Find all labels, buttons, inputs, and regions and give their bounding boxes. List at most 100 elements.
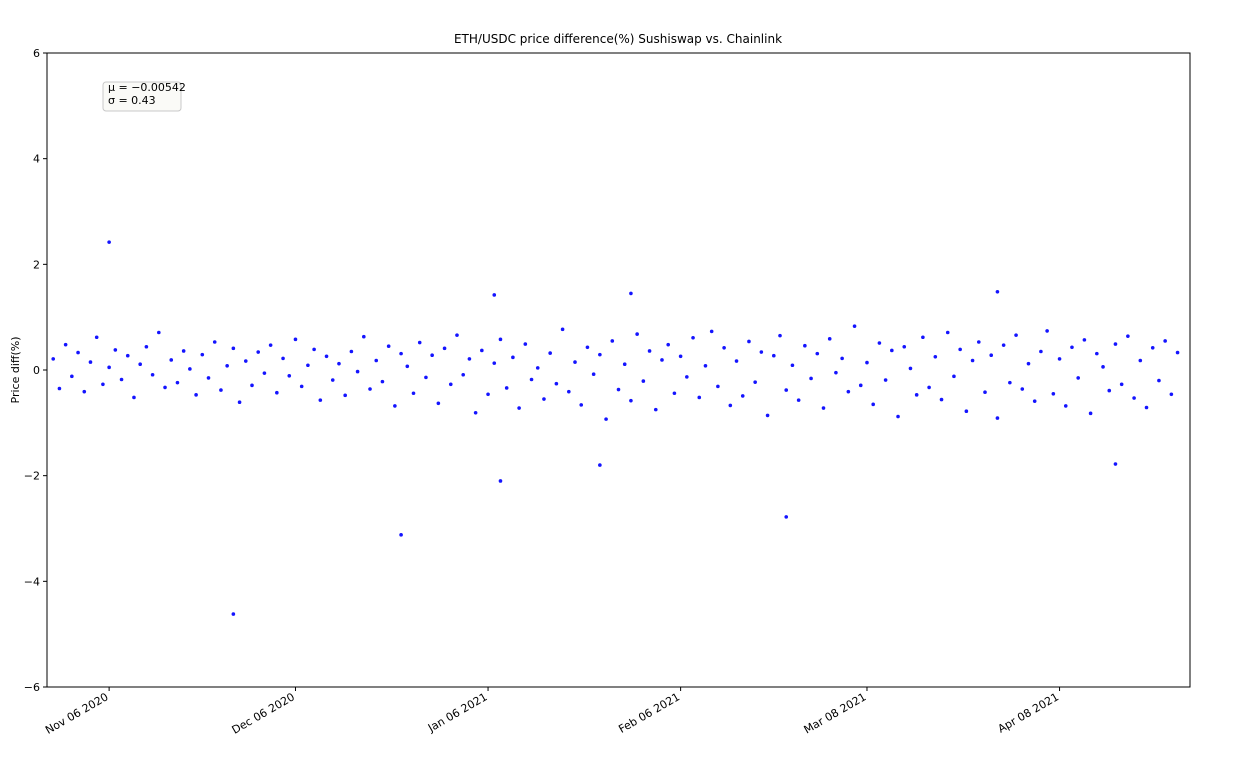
point (175, 380, 180, 385)
point (1026, 361, 1031, 366)
point (480, 348, 484, 353)
point (448, 382, 453, 387)
point (585, 345, 590, 350)
point (1144, 405, 1149, 410)
point (1138, 358, 1143, 363)
point (840, 356, 844, 361)
point (1113, 462, 1118, 466)
point (250, 383, 254, 388)
point (1095, 351, 1099, 356)
y-tick-label: −2 (24, 470, 40, 483)
point (324, 354, 329, 359)
point (803, 343, 807, 348)
point (306, 363, 310, 368)
point (827, 337, 832, 341)
point (268, 343, 273, 347)
point (355, 369, 360, 374)
point (865, 360, 869, 365)
point (1169, 392, 1174, 397)
point (629, 291, 633, 296)
point (399, 351, 403, 356)
point (616, 387, 621, 392)
annotation-mean: μ = −0.00542 (108, 81, 186, 94)
point (101, 382, 105, 387)
x-tick-label: Mar 08 2021 (802, 690, 869, 736)
point (821, 406, 826, 410)
point (411, 391, 416, 396)
point (672, 391, 677, 396)
point (871, 402, 875, 407)
point (430, 353, 434, 358)
point (598, 352, 602, 357)
point (728, 403, 733, 408)
point (914, 393, 919, 397)
point (890, 348, 894, 353)
annotation-box (102, 81, 182, 112)
point (548, 351, 552, 355)
point (976, 340, 981, 344)
point (362, 334, 366, 339)
y-tick-label: −4 (24, 575, 40, 588)
point (504, 386, 509, 390)
point (1001, 343, 1006, 347)
x-tick-label: Feb 06 2021 (616, 690, 682, 735)
point (107, 365, 111, 370)
point (877, 341, 882, 345)
point (231, 346, 236, 351)
point (685, 375, 689, 379)
point (368, 387, 372, 391)
point (88, 360, 93, 364)
point (1107, 388, 1112, 393)
point (219, 388, 223, 392)
point (653, 407, 658, 412)
point (57, 386, 62, 391)
point (629, 398, 633, 403)
y-tick-label: 6 (33, 47, 40, 60)
point (790, 363, 795, 368)
point (63, 342, 68, 347)
point (275, 390, 279, 395)
point (567, 389, 571, 394)
chart-title: ETH/USDC price difference(%) Sushiswap v… (454, 32, 782, 46)
point (330, 378, 335, 382)
point (952, 374, 956, 379)
point (902, 344, 907, 349)
point (1070, 345, 1074, 350)
point (815, 351, 820, 356)
point (107, 240, 111, 244)
point (237, 400, 242, 405)
y-tick-label: 4 (33, 153, 40, 166)
point (293, 337, 298, 342)
point (1014, 333, 1018, 337)
point (796, 398, 801, 402)
point (697, 395, 702, 400)
point (498, 479, 503, 483)
point (647, 349, 652, 353)
point (256, 350, 261, 354)
x-tick-label: Nov 06 2020 (43, 690, 111, 736)
point (591, 372, 596, 377)
point (660, 358, 664, 362)
point (883, 378, 888, 382)
point (722, 346, 726, 350)
point (473, 410, 478, 415)
point (212, 340, 217, 344)
point (573, 360, 577, 364)
point (784, 388, 789, 392)
point (511, 355, 515, 360)
point (970, 358, 975, 363)
y-tick-label: 0 (33, 364, 40, 377)
point (852, 324, 857, 328)
point (1157, 378, 1161, 383)
point (299, 384, 304, 389)
point (231, 612, 236, 616)
point (778, 333, 782, 338)
point (188, 367, 192, 371)
point (163, 385, 167, 390)
point (157, 330, 161, 335)
point (1082, 338, 1087, 342)
point (1076, 376, 1080, 380)
point (1051, 391, 1056, 396)
point (70, 374, 74, 379)
point (635, 332, 639, 336)
